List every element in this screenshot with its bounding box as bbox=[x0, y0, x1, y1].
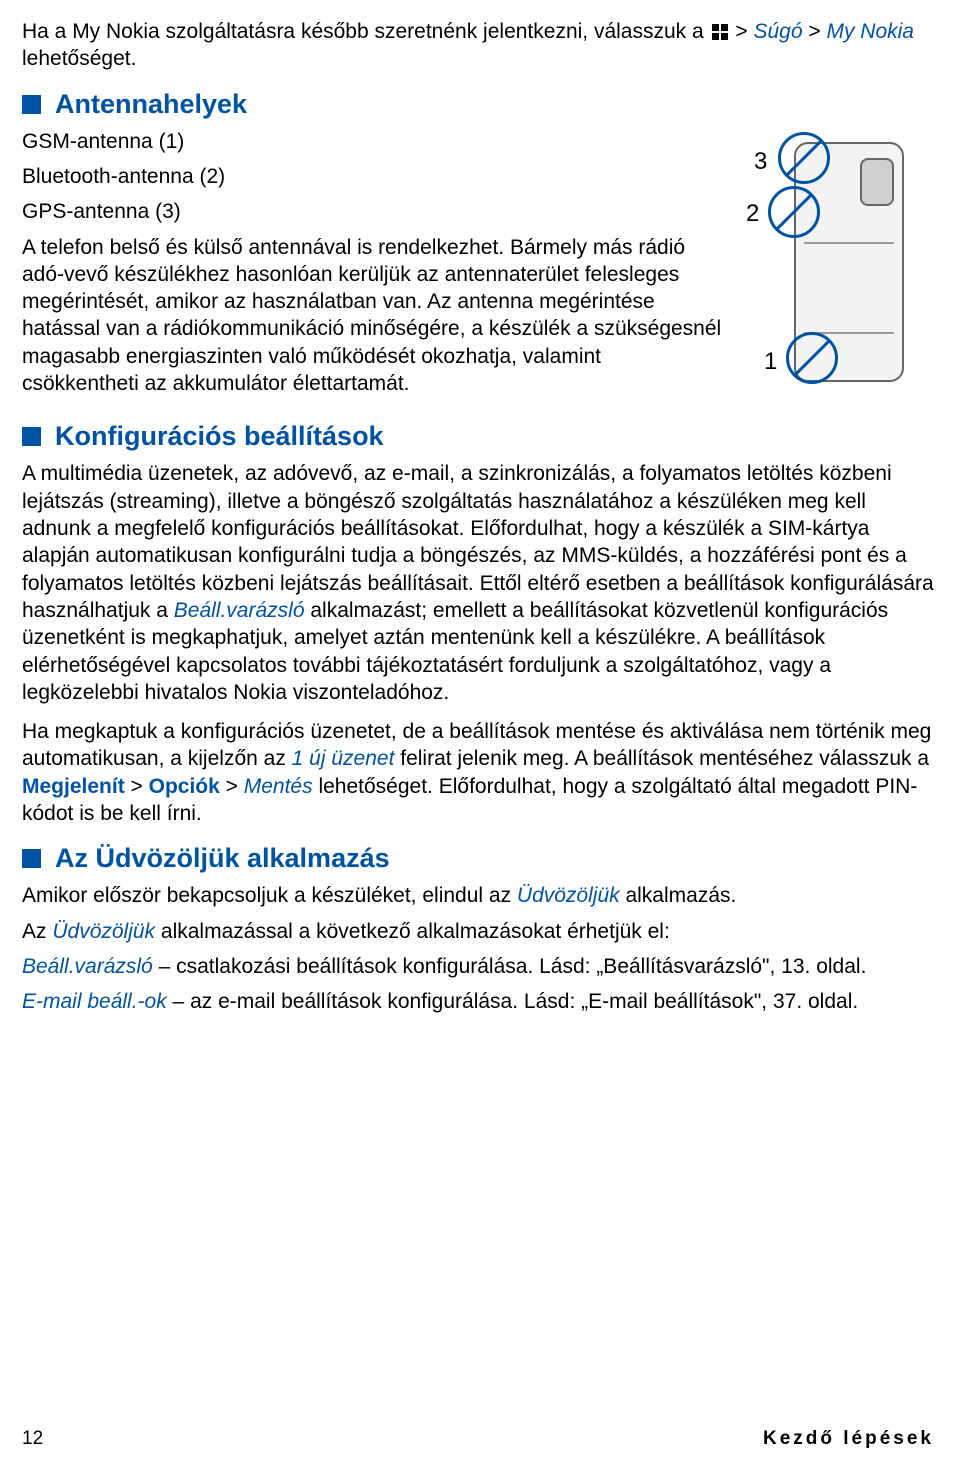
app-name: Üdvözöljük bbox=[517, 884, 620, 907]
phone-camera bbox=[860, 158, 894, 206]
app-name: Beáll.varázsló bbox=[22, 955, 153, 978]
text: > bbox=[808, 20, 826, 43]
menu-path: Súgó bbox=[753, 20, 802, 43]
antenna-text-column: GSM-antenna (1) Bluetooth-antenna (2) GP… bbox=[22, 128, 734, 406]
text: Amikor először bekapcsoljuk a készüléket… bbox=[22, 884, 517, 907]
page-footer: 12 Kezdő lépések bbox=[22, 1427, 934, 1452]
menu-path: Megjelenít bbox=[22, 775, 125, 798]
antenna-paragraph: A telefon belső és külső antennával is r… bbox=[22, 234, 722, 398]
phone-diagram: 3 2 1 bbox=[734, 132, 934, 392]
page-number: 12 bbox=[22, 1427, 43, 1452]
text: Ha a My Nokia szolgáltatásra később szer… bbox=[22, 20, 710, 43]
antenna-content: GSM-antenna (1) Bluetooth-antenna (2) GP… bbox=[22, 128, 934, 406]
section-heading-welcome: Az Üdvözöljük alkalmazás bbox=[22, 841, 934, 876]
phone-line bbox=[804, 242, 894, 244]
heading-square-icon bbox=[22, 849, 41, 868]
antenna-label-3: 3 bbox=[754, 146, 767, 177]
welcome-item-2: E-mail beáll.-ok – az e-mail beállítások… bbox=[22, 988, 934, 1015]
heading-square-icon bbox=[22, 95, 41, 114]
section-heading-antenna: Antennahelyek bbox=[22, 87, 934, 122]
welcome-paragraph-1: Amikor először bekapcsoljuk a készüléket… bbox=[22, 882, 934, 909]
text: > bbox=[735, 20, 753, 43]
no-touch-icon bbox=[778, 132, 830, 184]
text: – csatlakozási beállítások konfigurálása… bbox=[153, 955, 867, 978]
app-name: Üdvözöljük bbox=[52, 920, 155, 943]
config-paragraph-1: A multimédia üzenetek, az adóvevő, az e-… bbox=[22, 460, 934, 706]
menu-icon bbox=[710, 22, 730, 42]
menu-path: My Nokia bbox=[826, 20, 914, 43]
text: – az e-mail beállítások konfigurálása. L… bbox=[167, 990, 858, 1013]
no-touch-icon bbox=[786, 332, 838, 384]
antenna-label-2: 2 bbox=[746, 198, 759, 229]
antenna-line: GSM-antenna (1) bbox=[22, 128, 722, 155]
antenna-figure: 3 2 1 bbox=[734, 132, 934, 392]
menu-path: Opciók bbox=[149, 775, 220, 798]
antenna-label-1: 1 bbox=[764, 346, 777, 377]
intro-paragraph: Ha a My Nokia szolgáltatásra később szer… bbox=[22, 18, 934, 73]
heading-square-icon bbox=[22, 427, 41, 446]
text: > bbox=[220, 775, 244, 798]
welcome-item-1: Beáll.varázsló – csatlakozási beállításo… bbox=[22, 953, 934, 980]
app-name: Beáll.varázsló bbox=[174, 599, 305, 622]
section-heading-config: Konfigurációs beállítások bbox=[22, 419, 934, 454]
ui-text: 1 új üzenet bbox=[292, 747, 395, 770]
heading-text: Konfigurációs beállítások bbox=[55, 419, 384, 454]
text: alkalmazás. bbox=[620, 884, 737, 907]
heading-text: Antennahelyek bbox=[55, 87, 247, 122]
heading-text: Az Üdvözöljük alkalmazás bbox=[55, 841, 390, 876]
antenna-line: GPS-antenna (3) bbox=[22, 198, 722, 225]
text: lehetőséget. bbox=[22, 47, 136, 70]
text: alkalmazással a következő alkalmazásokat… bbox=[155, 920, 670, 943]
welcome-paragraph-2: Az Üdvözöljük alkalmazással a következő … bbox=[22, 918, 934, 945]
no-touch-icon bbox=[768, 186, 820, 238]
app-name: E-mail beáll.-ok bbox=[22, 990, 167, 1013]
section-name: Kezdő lépések bbox=[763, 1427, 934, 1452]
text: > bbox=[125, 775, 149, 798]
text: Az bbox=[22, 920, 52, 943]
menu-path: Mentés bbox=[244, 775, 313, 798]
antenna-line: Bluetooth-antenna (2) bbox=[22, 163, 722, 190]
config-paragraph-2: Ha megkaptuk a konfigurációs üzenetet, d… bbox=[22, 718, 934, 827]
text: felirat jelenik meg. A beállítások menté… bbox=[394, 747, 929, 770]
